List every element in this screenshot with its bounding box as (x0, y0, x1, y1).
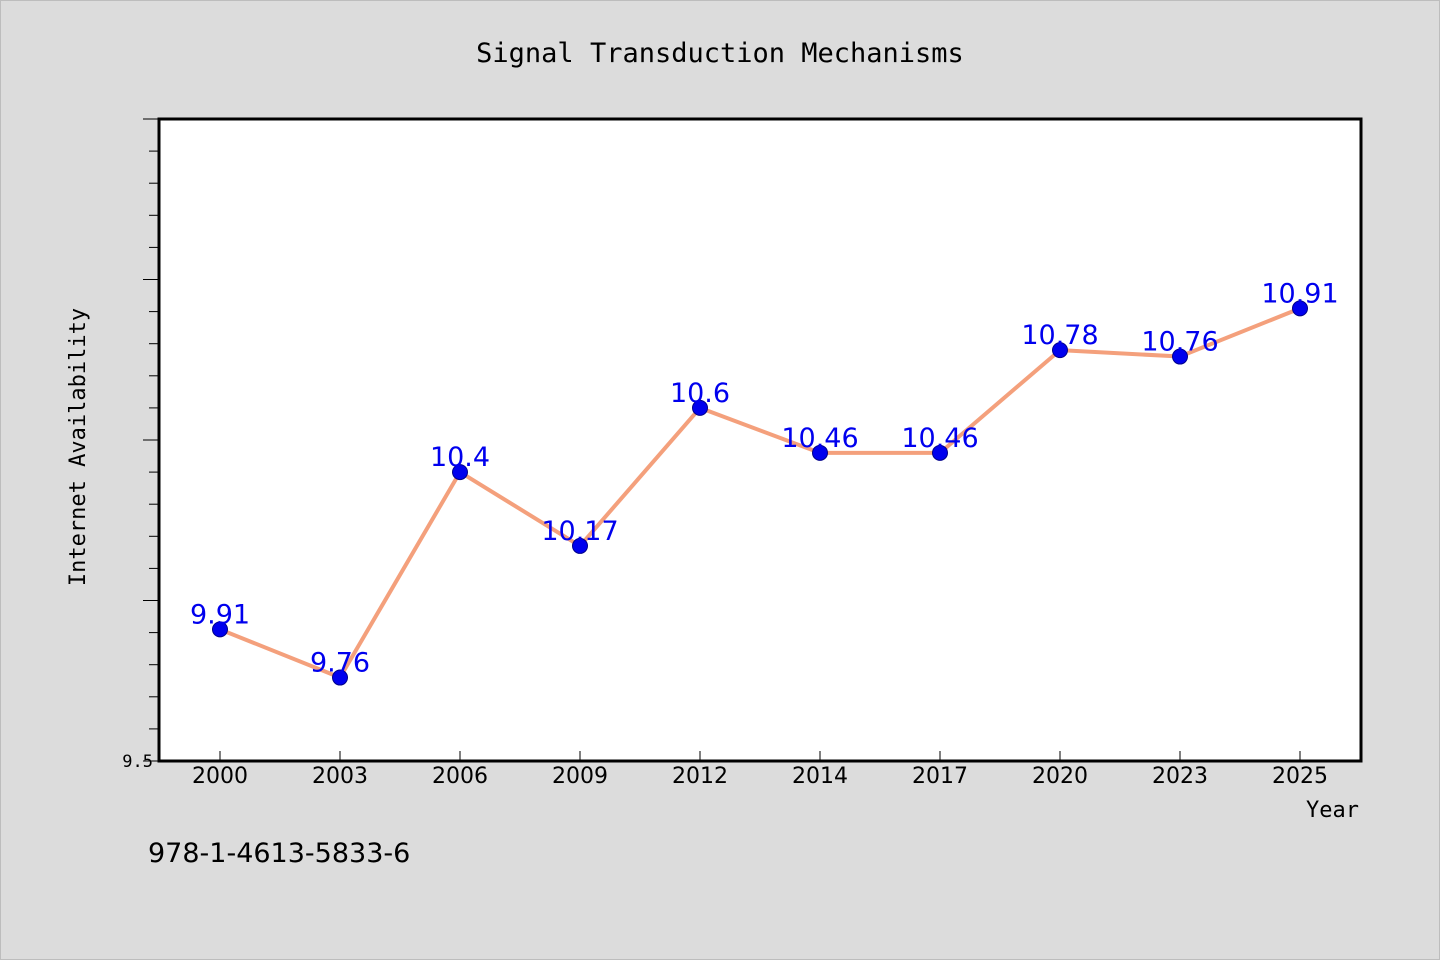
y-axis-ticks (143, 118, 159, 762)
data-point-marker (812, 444, 828, 461)
x-axis-ticks (219, 751, 1301, 761)
data-point-marker (1292, 300, 1308, 317)
x-tick-label: 2009 (552, 764, 608, 789)
x-tick-label: 2014 (792, 764, 848, 789)
x-axis-tick-labels: 2000 2003 2006 2009 2012 2014 2017 2020 2023 2025 (192, 764, 1328, 789)
data-point-marker (332, 669, 348, 686)
data-label: 10.17 (541, 516, 618, 547)
data-label: 9.91 (190, 599, 250, 630)
footnote-isbn: 978-1-4613-5833-6 (148, 838, 410, 869)
data-point-marker (1052, 342, 1068, 359)
data-point-marker (932, 444, 948, 461)
data-point-marker (692, 399, 708, 416)
series-line-group (218, 306, 1302, 680)
data-label: 9.76 (310, 648, 370, 679)
x-axis-label: Year (1306, 798, 1359, 823)
data-point-marker (572, 537, 588, 554)
data-label: 10.91 (1261, 278, 1338, 309)
data-point-marker (452, 464, 468, 481)
x-tick-label: 2012 (672, 764, 728, 789)
data-label: 10.78 (1021, 320, 1098, 351)
x-tick-label: 2017 (912, 764, 968, 789)
data-label: 10.76 (1141, 327, 1218, 358)
data-labels: 9.91 9.76 10.4 10.17 10.6 10.46 10.46 10.78 10.7… (190, 278, 1339, 678)
x-tick-label: 2003 (312, 764, 368, 789)
y-tick-label-min: 9.5 (122, 752, 153, 772)
data-point-marker (1172, 348, 1188, 365)
series-line (218, 306, 1302, 680)
data-point-marker (212, 621, 228, 638)
data-label: 10.46 (781, 423, 858, 454)
y-axis-label: Internet Availability (66, 308, 91, 586)
chart-title: Signal Transduction Mechanisms (476, 38, 964, 69)
plot-area (157, 117, 1363, 763)
x-tick-label: 2006 (432, 764, 488, 789)
x-tick-label: 2025 (1272, 764, 1328, 789)
data-label: 10.4 (430, 442, 490, 473)
x-tick-label: 2023 (1152, 764, 1208, 789)
data-label: 10.6 (670, 378, 730, 409)
x-tick-label: 2000 (192, 764, 248, 789)
data-label: 10.46 (901, 423, 978, 454)
series-markers (212, 300, 1308, 686)
x-tick-label: 2020 (1032, 764, 1088, 789)
